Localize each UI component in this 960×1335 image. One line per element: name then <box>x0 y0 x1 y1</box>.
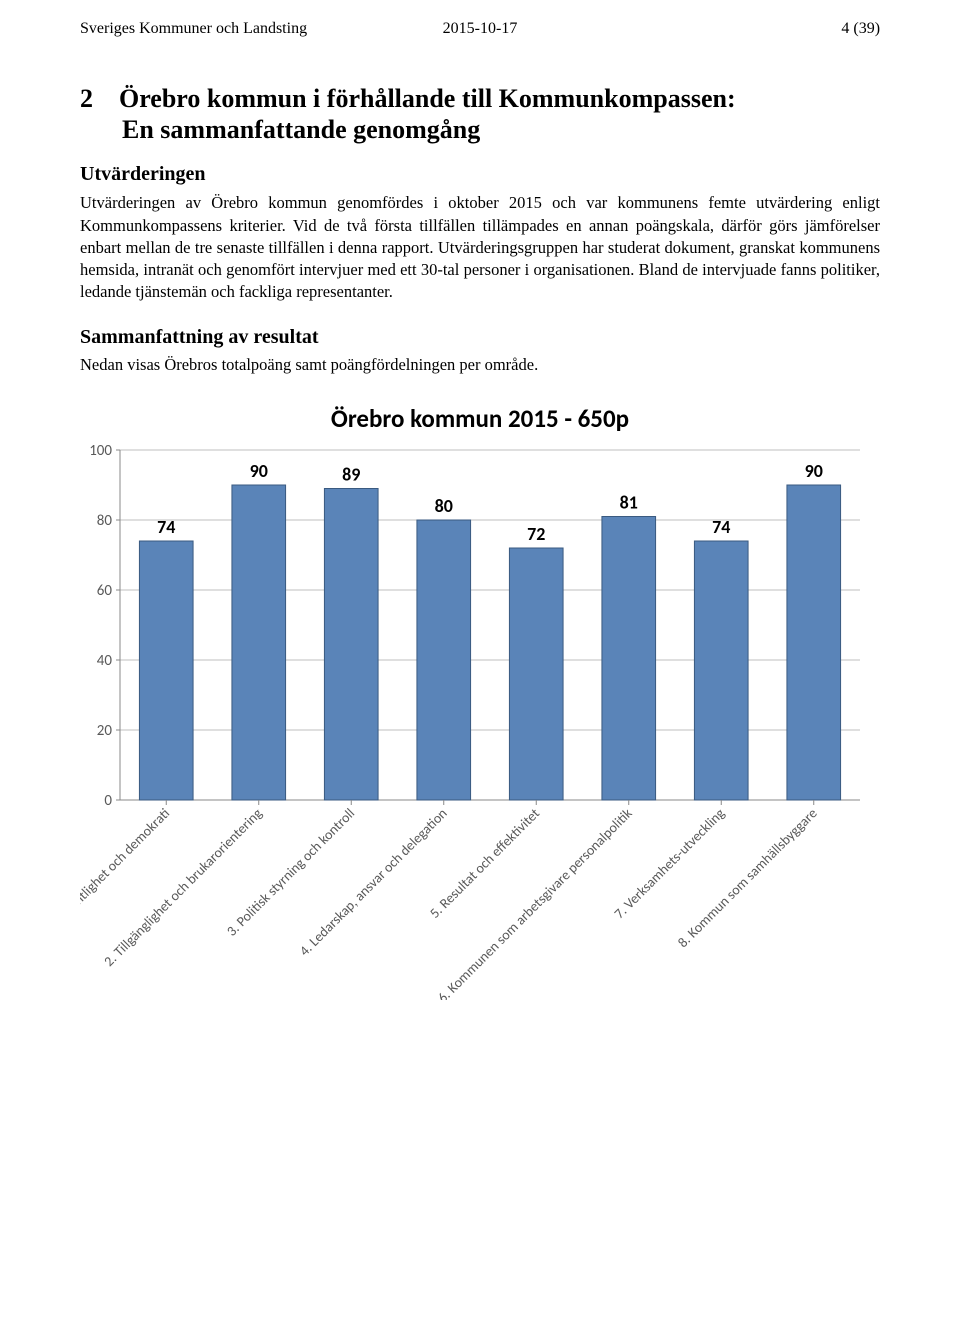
section-title: 2 Örebro kommun i förhållande till Kommu… <box>80 83 880 145</box>
svg-text:20: 20 <box>97 722 113 740</box>
svg-text:40: 40 <box>97 652 113 670</box>
bar-value-label: 89 <box>342 463 360 485</box>
bar <box>139 541 193 800</box>
header-org: Sveriges Kommuner och Landsting <box>80 20 347 38</box>
chart-svg: 020406080100741. Offentlighet och demokr… <box>80 440 880 1000</box>
svg-text:0: 0 <box>104 792 112 810</box>
bar <box>509 548 563 800</box>
bar <box>787 485 841 800</box>
page-header: Sveriges Kommuner och Landsting 2015-10-… <box>80 20 880 38</box>
svg-text:80: 80 <box>97 512 113 530</box>
title-line2: En sammanfattande genomgång <box>122 114 880 145</box>
subhead-utvarderingen: Utvärderingen <box>80 163 880 186</box>
subhead-sammanfattning: Sammanfattning av resultat <box>80 326 880 349</box>
bar-value-label: 72 <box>527 523 545 545</box>
bar-value-label: 81 <box>620 491 638 513</box>
bar-value-label: 74 <box>712 516 730 538</box>
title-number: 2 <box>80 84 93 114</box>
chart-title: Örebro kommun 2015 - 650p <box>80 403 880 434</box>
bar-value-label: 80 <box>435 495 453 517</box>
bar <box>602 516 656 800</box>
bar-value-label: 90 <box>805 460 823 482</box>
bar-value-label: 90 <box>250 460 268 482</box>
title-line1: Örebro kommun i förhållande till Kommunk… <box>119 83 736 114</box>
summary-intro-text: Nedan visas Örebros totalpoäng samt poän… <box>80 355 880 375</box>
header-date: 2015-10-17 <box>347 20 614 38</box>
paragraph-1: Utvärderingen av Örebro kommun genomförd… <box>80 192 880 303</box>
bar <box>324 488 378 800</box>
bar <box>417 520 471 800</box>
bar <box>694 541 748 800</box>
bar-value-label: 74 <box>157 516 175 538</box>
svg-text:60: 60 <box>97 582 113 600</box>
svg-text:100: 100 <box>89 442 112 460</box>
header-page: 4 (39) <box>613 20 880 38</box>
bar-chart: Örebro kommun 2015 - 650p 0 20 40 60 80 100 74… <box>80 403 880 1000</box>
bar <box>232 485 286 800</box>
